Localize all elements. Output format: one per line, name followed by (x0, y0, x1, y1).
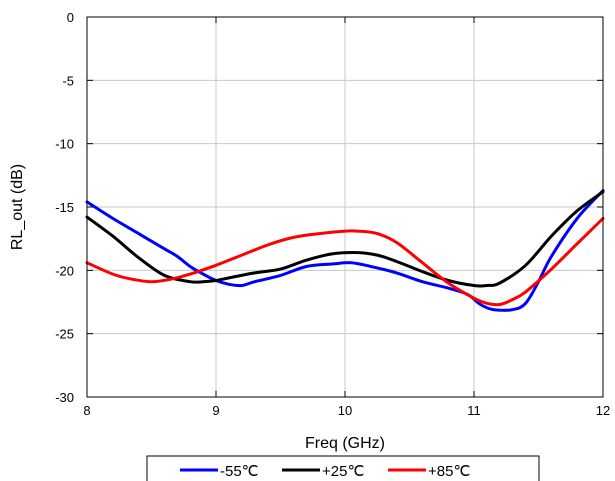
series-lines (85, 189, 605, 312)
grid (87, 17, 603, 397)
y-tick-label: -25 (55, 327, 74, 342)
x-tick-label: 8 (83, 403, 90, 418)
x-tick-label: 10 (338, 403, 352, 418)
tick-labels: 8 9 10 11 12 0 -5 -10 -15 -20 -25 -30 (55, 10, 610, 418)
legend: -55℃ +25℃ +85℃ (146, 455, 540, 481)
y-tick-label: -10 (55, 137, 74, 152)
x-tick-label: 9 (212, 403, 219, 418)
y-tick-label: -5 (62, 73, 74, 88)
y-axis-label: RL_out (dB) (9, 164, 26, 250)
y-tick-label: 0 (67, 10, 74, 25)
y-tick-label: -30 (55, 390, 74, 405)
x-tick-label: 12 (596, 403, 610, 418)
y-tick-label: -20 (55, 263, 74, 278)
legend-label: -55℃ (220, 463, 259, 480)
series-line-0 (85, 189, 605, 312)
series-line-2 (85, 216, 605, 307)
y-tick-label: -15 (55, 200, 74, 215)
legend-label: +25℃ (322, 463, 364, 480)
series-line-1 (85, 190, 605, 288)
legend-label: +85℃ (428, 463, 470, 480)
plot-frame (86, 16, 604, 398)
x-tick-label: 11 (467, 403, 481, 418)
x-axis-label: Freq (GHz) (305, 435, 385, 452)
